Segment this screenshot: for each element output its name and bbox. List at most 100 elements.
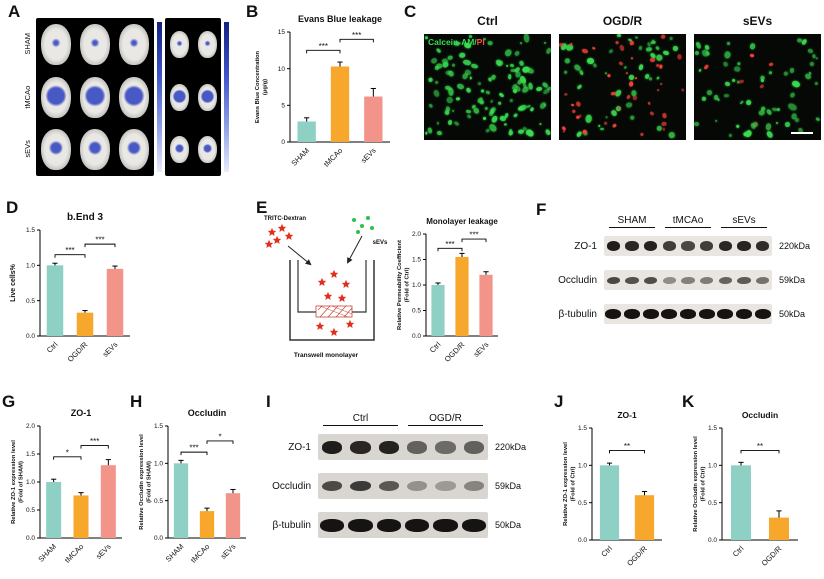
svg-text:0.5: 0.5	[26, 298, 35, 305]
blot-band	[642, 309, 659, 319]
brain-slice	[169, 136, 189, 164]
micrograph-label-ogdr: OGD/R	[602, 14, 643, 28]
svg-text:0.0: 0.0	[26, 535, 35, 542]
svg-text:1.0: 1.0	[708, 463, 717, 470]
blot-row: Occludin 59kDa	[272, 473, 526, 499]
lane-group-label: Ctrl	[318, 413, 403, 426]
blot-band	[755, 241, 770, 251]
svg-text:Relative ZO-1 expression level: Relative ZO-1 expression level	[563, 442, 569, 526]
cell-dot	[444, 85, 452, 91]
cell-dot	[545, 47, 551, 55]
blot-band-strip	[604, 270, 772, 290]
blot-band	[406, 440, 428, 454]
cell-dot	[436, 130, 442, 136]
cell-dot	[808, 71, 812, 76]
cell-dot	[434, 65, 439, 71]
brain-slice	[169, 83, 189, 111]
cell-dot	[461, 72, 469, 81]
lane-group-label: sEVs	[716, 215, 772, 228]
svg-text:tMCAo: tMCAo	[189, 542, 212, 565]
blot-band	[625, 241, 639, 251]
cell-dot	[434, 80, 440, 86]
cell-dot	[491, 114, 499, 124]
cell-dot	[465, 109, 471, 114]
cell-dot	[519, 42, 523, 45]
panel-letter-k: K	[682, 392, 695, 411]
cell-dot	[505, 64, 509, 68]
svg-text:sEVs: sEVs	[359, 146, 378, 165]
brain-slice	[119, 76, 150, 118]
cell-dot	[544, 128, 551, 136]
svg-text:0.0: 0.0	[578, 537, 587, 544]
cell-dot	[446, 54, 454, 61]
panel-a-brain-images: SHAM tMCAo sEVs	[22, 18, 229, 176]
svg-text:***: ***	[469, 231, 478, 240]
evans-blue-colorbar	[224, 22, 229, 172]
blot-band	[681, 241, 695, 251]
cell-dot	[538, 122, 542, 126]
cell-dot	[809, 61, 815, 67]
cell-dot	[734, 66, 741, 72]
cell-dot	[562, 125, 567, 131]
cell-dot	[667, 130, 676, 139]
cell-dot	[517, 105, 525, 112]
cell-dot	[481, 89, 485, 94]
group-label-sevs: sEVs	[23, 140, 32, 159]
cell-dot	[714, 119, 718, 123]
svg-text:Ctrl: Ctrl	[45, 340, 60, 355]
cell-dot	[528, 81, 534, 90]
cell-dot	[649, 57, 656, 62]
transwell-caption: Transwell monolayer	[294, 352, 359, 359]
cell-dot	[807, 47, 814, 54]
cell-dot	[701, 96, 707, 102]
panel-letter-e: E	[256, 198, 268, 217]
blot-row: ZO-1 220kDa	[552, 236, 810, 256]
cell-dot	[787, 101, 798, 112]
blot-band	[680, 309, 696, 319]
svg-text:0.0: 0.0	[412, 333, 421, 340]
blot-band	[754, 309, 771, 319]
svg-text:1.5: 1.5	[708, 425, 717, 432]
cell-dot	[571, 108, 577, 114]
cell-dot	[630, 115, 636, 121]
monolayer-membrane-icon	[315, 305, 353, 318]
cell-dot	[694, 121, 699, 126]
cell-dot	[509, 98, 514, 102]
svg-text:OGD/R: OGD/R	[443, 340, 467, 364]
cell-dot	[611, 123, 617, 129]
cell-dot	[660, 82, 663, 86]
cell-dot	[599, 128, 604, 131]
cell-dot	[630, 57, 633, 60]
cell-dot	[608, 48, 614, 54]
brain-slice	[169, 30, 189, 58]
group-label-sham: SHAM	[23, 33, 32, 56]
cell-dot	[698, 68, 703, 73]
svg-text:***: ***	[189, 444, 198, 453]
protein-label: ZO-1	[574, 240, 597, 252]
blot-band	[321, 440, 343, 454]
panel-letter-h: H	[130, 392, 143, 411]
cell-dot	[694, 50, 700, 56]
molecular-weight-label: 220kDa	[779, 241, 811, 251]
blot-band	[376, 518, 401, 532]
svg-text:tMCAo: tMCAo	[322, 146, 345, 169]
svg-text:sEVs: sEVs	[472, 340, 491, 359]
cell-dot	[585, 114, 593, 123]
cell-dot	[625, 102, 633, 109]
tritc-stars-leaked-icon	[315, 319, 355, 336]
cell-dot	[759, 84, 764, 89]
cell-dot	[661, 121, 667, 127]
cell-dot	[477, 81, 482, 85]
cell-dot	[445, 105, 452, 112]
blot-band-strip	[318, 434, 488, 460]
svg-text:1.0: 1.0	[154, 461, 163, 468]
cell-dot	[498, 93, 505, 99]
svg-text:**: **	[757, 442, 763, 451]
panel-letter-i: I	[266, 392, 271, 411]
lane-group-label: tMCAo	[660, 215, 716, 228]
cell-dot	[503, 48, 513, 58]
brain-slice	[79, 129, 110, 171]
cell-dot	[470, 62, 479, 69]
cell-dot	[724, 50, 732, 59]
cell-dot	[724, 81, 731, 87]
